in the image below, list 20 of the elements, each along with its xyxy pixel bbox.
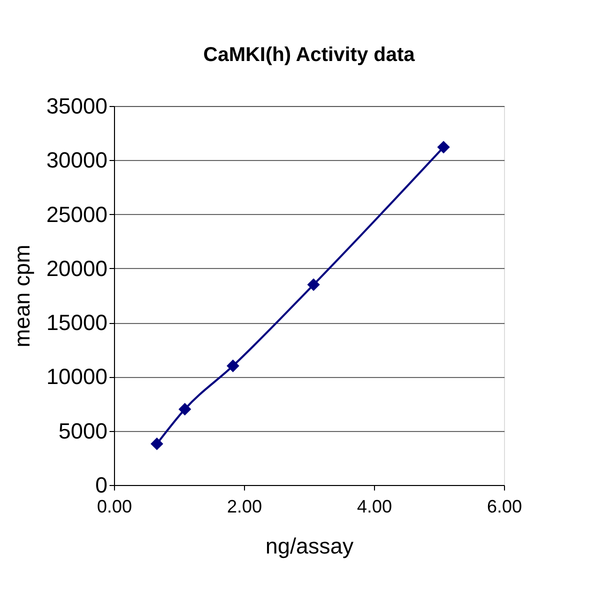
x-axis-title: ng/assay [265,534,354,558]
point [226,360,240,372]
y-tick-label: 15000 [46,310,108,336]
y-tick-label: 35000 [46,94,108,118]
point [150,438,164,450]
chart-title: CaMKI(h) Activity data [203,44,416,66]
y-tick-label: 25000 [46,202,108,227]
x-tick-label: 6.00 [486,496,522,516]
x-tick-label: 2.00 [226,496,262,516]
y-tick-label: 0 [95,472,108,498]
y-axis-title: mean cpm [9,244,34,348]
point [307,278,320,291]
y-tick-label: 20000 [46,256,108,281]
y-tick-label: 30000 [46,148,108,173]
x-tick-label: 4.00 [356,496,392,516]
y-tick-label: 5000 [58,418,108,444]
point [437,140,450,154]
x-tick-label: 0.00 [96,496,132,516]
y-tick-label: 10000 [46,364,108,390]
point [178,402,192,416]
